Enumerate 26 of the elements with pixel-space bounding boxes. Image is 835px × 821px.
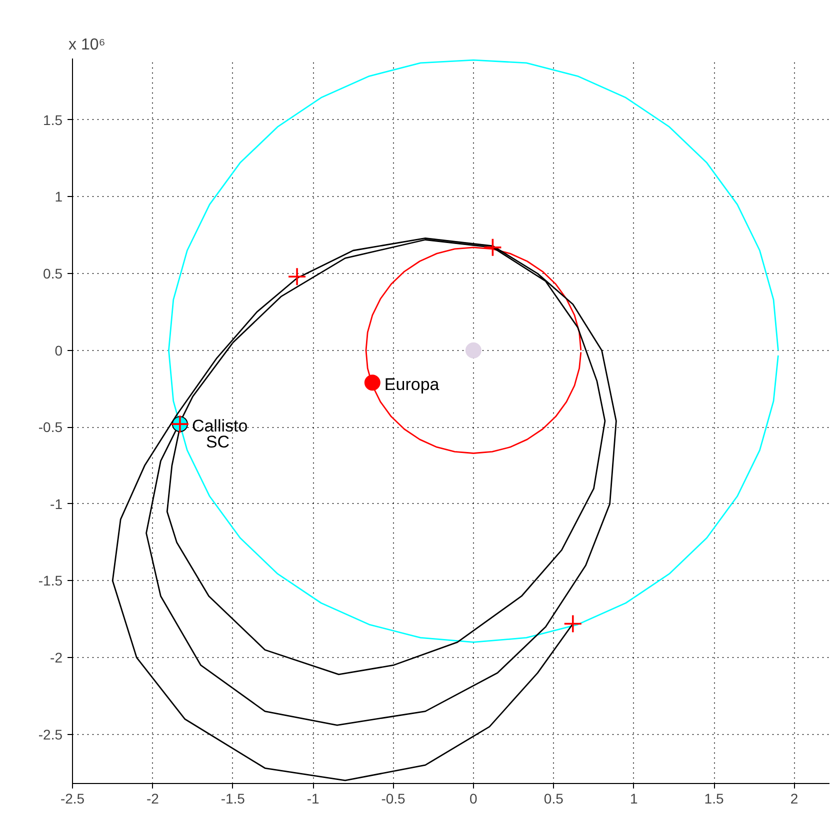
line-series [168, 59, 779, 643]
y-tick-label: 1.5 [43, 112, 63, 128]
x-tick-label: 1 [630, 790, 638, 806]
x-tick-label: -2 [146, 790, 160, 806]
x-tick-label: 2 [790, 790, 798, 806]
y-tick-label: 0 [54, 342, 63, 358]
point [465, 342, 482, 358]
x-tick-label: -1 [306, 790, 320, 806]
x-tick-label: 0.5 [544, 790, 564, 806]
x-tick-label: -0.5 [381, 790, 406, 806]
y-tick-label: -2 [50, 650, 63, 666]
y-tick-label: -2.5 [38, 726, 63, 742]
point [563, 614, 582, 634]
x-tick-label: -1.5 [220, 790, 246, 806]
point [288, 267, 306, 286]
y-tick-label: 1 [54, 188, 63, 205]
x-tick-label: 1.5 [704, 790, 724, 806]
y-tick-label: -1 [50, 496, 63, 512]
y-tick-label: 0.5 [43, 266, 63, 282]
y-tick-label: -1.5 [38, 572, 63, 589]
point [483, 238, 502, 257]
y-tick-label: -0.5 [38, 419, 63, 436]
text: x 10⁶ [68, 36, 106, 54]
x-tick-label: 0 [470, 790, 478, 806]
series-label: Europa [384, 375, 440, 394]
point [364, 374, 380, 391]
